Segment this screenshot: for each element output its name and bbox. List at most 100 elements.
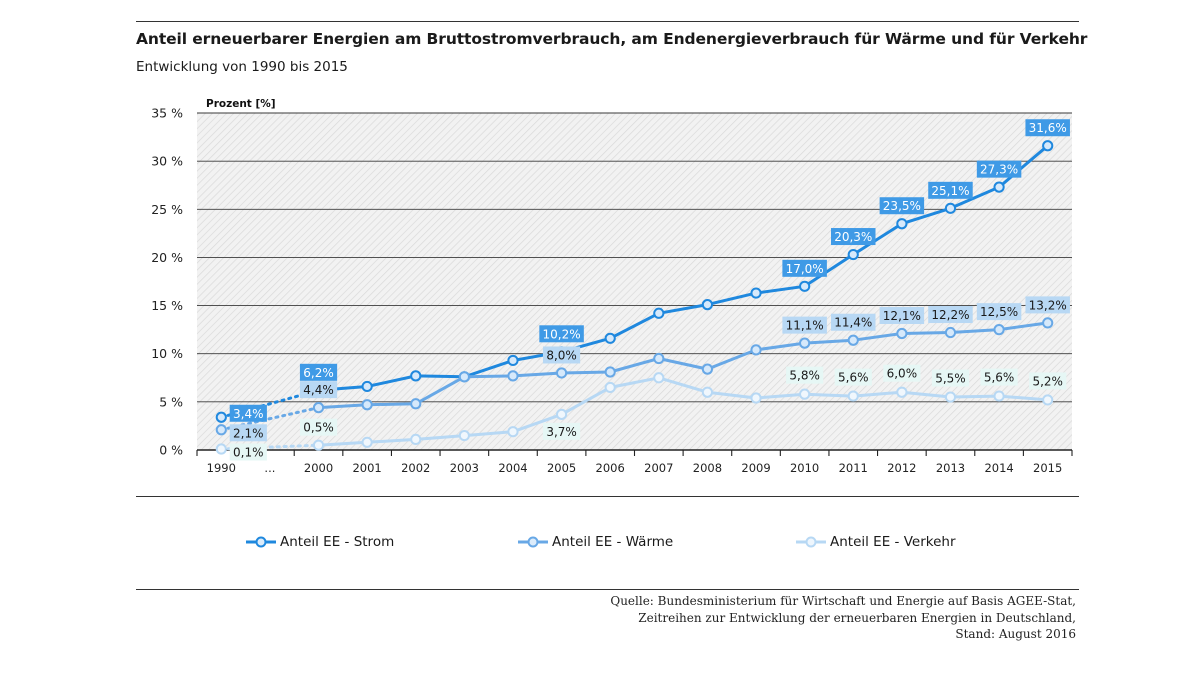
x-tick-label: ... [264, 461, 275, 475]
data-label-box [542, 422, 581, 440]
data-point [750, 344, 762, 356]
data-point [799, 280, 811, 292]
x-tick-label: 2001 [352, 461, 381, 475]
data-point [653, 352, 665, 365]
data-label: 25,1% [931, 184, 969, 198]
data-point [799, 388, 811, 400]
data-label: 20,3% [834, 230, 872, 244]
data-label: 6,0% [887, 367, 918, 381]
data-point [944, 202, 957, 214]
source-line-1: Quelle: Bundesministerium für Wirtschaft… [610, 594, 1076, 608]
data-label-box [786, 366, 824, 384]
data-point [312, 402, 325, 414]
data-label-box [782, 259, 827, 277]
top-rule [136, 21, 1079, 22]
data-label-box [831, 313, 876, 331]
legend-item-strom: Anteil EE - Strom [246, 532, 394, 552]
y-tick-label: 10 % [151, 346, 183, 361]
data-label: 31,6% [1029, 121, 1067, 135]
data-point [847, 248, 859, 261]
data-point [896, 327, 908, 340]
x-tick-label: 2010 [790, 461, 819, 475]
legend-swatch-strom [246, 536, 276, 548]
data-label: 3,4% [233, 407, 264, 421]
data-point [653, 372, 665, 384]
x-tick-label: 1990 [207, 461, 236, 475]
data-point [944, 391, 957, 403]
data-label: 3,7% [546, 425, 577, 439]
data-label: 5,6% [984, 371, 1015, 385]
x-tick-label: 2012 [887, 461, 916, 475]
data-label-box [229, 443, 267, 461]
data-point [312, 439, 325, 451]
series-line [318, 376, 1048, 447]
y-tick-label: 0 % [159, 443, 183, 458]
data-label-box [542, 346, 581, 364]
data-label: 5,2% [1032, 374, 1063, 388]
data-point [215, 443, 227, 455]
x-tick-label: 2007 [644, 461, 673, 475]
data-point [555, 367, 568, 379]
data-label: 4,4% [303, 383, 334, 397]
data-label: 2,1% [233, 426, 264, 440]
data-label: 5,6% [838, 371, 869, 385]
y-tick-label: 35 % [151, 106, 183, 121]
data-label-box [539, 325, 584, 343]
data-point [361, 380, 373, 393]
data-point [799, 337, 811, 349]
data-label: 17,0% [786, 262, 824, 276]
data-label-box [928, 181, 973, 199]
legend-label-verkehr: Anteil EE - Verkehr [830, 534, 956, 550]
data-label-box [980, 368, 1018, 386]
data-label-box [1025, 296, 1070, 314]
data-label-box [1029, 372, 1067, 390]
data-point [701, 299, 714, 311]
x-tick-label: 2002 [401, 461, 430, 475]
x-tick-label: 2011 [839, 461, 868, 475]
data-label: 10,2% [543, 327, 581, 341]
data-point [701, 363, 714, 375]
data-label: 5,5% [935, 372, 966, 386]
data-label-box [879, 197, 925, 215]
data-point [847, 334, 859, 346]
data-label-box [299, 381, 338, 399]
data-label-box [1025, 119, 1070, 137]
data-label: 13,2% [1029, 298, 1067, 312]
data-point [653, 307, 665, 319]
data-point [458, 371, 470, 383]
data-label-box [831, 228, 876, 246]
data-point [507, 354, 519, 367]
data-point [993, 324, 1005, 336]
data-point [750, 287, 762, 299]
data-point [604, 332, 616, 344]
data-point [458, 429, 470, 442]
data-label-box [299, 363, 338, 381]
data-point [701, 386, 714, 398]
data-label: 27,3% [980, 163, 1018, 177]
source-line-3: Stand: August 2016 [955, 627, 1076, 641]
legend-label-strom: Anteil EE - Strom [280, 534, 395, 550]
data-label-box [299, 418, 338, 436]
data-label: 12,2% [931, 308, 969, 322]
x-tick-label: 2009 [741, 461, 770, 475]
legend-swatch-waerme [518, 536, 548, 548]
legend-item-waerme: Anteil EE - Wärme [518, 532, 673, 552]
x-tick-label: 2003 [450, 461, 479, 475]
data-label: 6,2% [303, 366, 334, 380]
plot-area-background [197, 113, 1072, 450]
x-tick-label: 2004 [498, 461, 527, 475]
x-tick-label: 2000 [304, 461, 333, 475]
chart-subtitle: Entwicklung von 1990 bis 2015 [136, 59, 348, 75]
data-point [410, 370, 422, 382]
legend-item-verkehr: Anteil EE - Verkehr [796, 532, 956, 552]
chart-title: Anteil erneuerbarer Energien am Bruttost… [136, 30, 1088, 48]
data-point [847, 390, 859, 402]
series-line [318, 144, 1049, 392]
data-point [604, 366, 616, 378]
data-label-box [976, 160, 1022, 178]
y-tick-label: 15 % [151, 298, 183, 313]
source-line-2: Zeitreihen zur Entwicklung der erneuerba… [638, 610, 1076, 625]
y-tick-label: 20 % [151, 250, 183, 265]
legend-swatch-verkehr [796, 536, 826, 548]
data-point [507, 426, 519, 438]
